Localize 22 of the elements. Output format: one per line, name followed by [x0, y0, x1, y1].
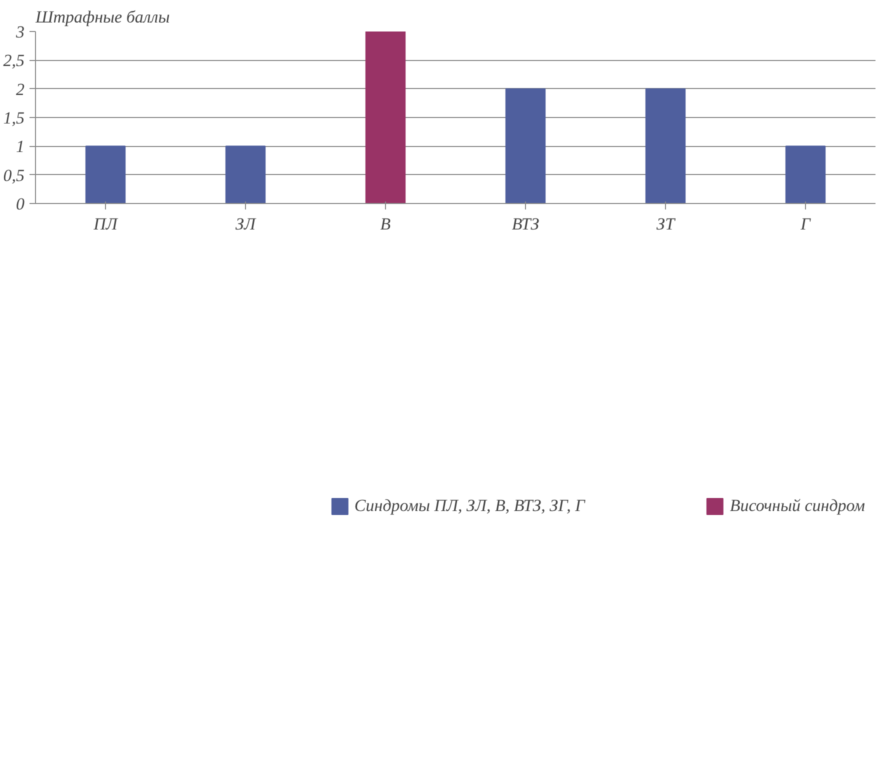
bar	[225, 146, 266, 204]
bar	[85, 146, 126, 204]
y-tick-label: 0	[16, 194, 25, 214]
y-tick-label: 1,5	[3, 108, 24, 128]
x-tick-label: ЗЛ	[236, 214, 257, 234]
x-tick-label: ПЛ	[92, 214, 119, 234]
legend-label: Височный синдром	[730, 496, 865, 516]
legend-label: Синдромы ПЛ, ЗЛ, В, ВТЗ, ЗГ, Г	[354, 496, 585, 516]
y-tick-label: 3	[15, 22, 24, 42]
bar	[645, 88, 686, 204]
bar	[505, 88, 546, 204]
y-tick-label: 2	[16, 80, 25, 99]
x-tick-label: Г	[800, 214, 812, 234]
x-tick-label: ВТЗ	[512, 214, 540, 234]
bar	[785, 146, 826, 204]
y-axis-title: Штрафные баллы	[34, 8, 170, 26]
x-tick-label: В	[380, 214, 392, 234]
x-tick-label: ЗТ	[656, 214, 676, 234]
y-tick-label: 2,5	[3, 51, 24, 70]
y-tick-label: 0,5	[3, 166, 24, 185]
bar	[365, 32, 406, 204]
y-tick-label: 1	[16, 137, 24, 156]
